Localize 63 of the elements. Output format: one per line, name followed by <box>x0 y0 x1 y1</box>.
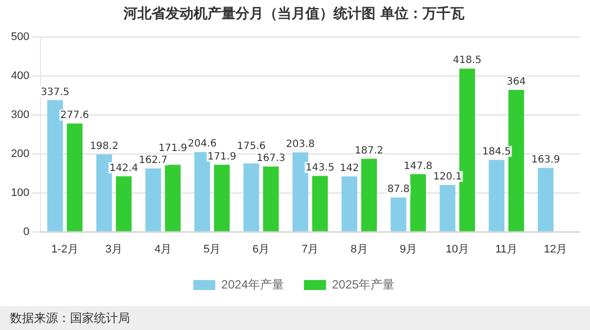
data-label: 142 <box>340 163 359 174</box>
y-tick-label: 300 <box>10 108 30 121</box>
y-tick-label: 100 <box>10 186 30 199</box>
bar <box>390 198 406 232</box>
data-label: 87.8 <box>387 184 410 196</box>
bar <box>459 68 476 232</box>
bar <box>488 160 504 232</box>
bar <box>440 184 456 232</box>
bar <box>538 168 554 232</box>
x-tick-label: 7月 <box>302 243 319 256</box>
data-label: 162.7 <box>138 154 168 166</box>
bar <box>361 158 377 232</box>
data-label: 147.8 <box>404 160 432 172</box>
data-label: 198.2 <box>90 141 118 152</box>
data-label: 187.2 <box>354 145 384 156</box>
bar <box>194 152 210 232</box>
bar <box>164 164 181 232</box>
bar <box>342 176 358 232</box>
data-label: 120.1 <box>433 172 462 183</box>
data-label: 175.6 <box>236 141 266 152</box>
bar <box>145 168 162 232</box>
data-label: 364 <box>506 76 526 88</box>
x-tick-label: 11月 <box>495 243 518 256</box>
y-tick-label: 200 <box>10 148 30 160</box>
data-label: 142.4 <box>109 162 138 174</box>
bar <box>410 174 426 232</box>
bar <box>96 154 112 232</box>
data-label: 337.5 <box>40 86 70 98</box>
legend-label: 2025年产量 <box>332 277 395 292</box>
data-label: 163.9 <box>531 154 560 166</box>
data-label: 184.5 <box>482 146 511 158</box>
x-tick-label: 1-2月 <box>51 243 78 256</box>
bar <box>508 90 524 232</box>
x-tick-label: 6月 <box>252 243 270 256</box>
y-tick-label: 400 <box>10 70 30 82</box>
chart-title: 河北省发动机产量分月（当月值）统计图 单位：万千瓦 <box>122 5 464 22</box>
data-label: 171.9 <box>208 151 236 162</box>
x-tick-label: 8月 <box>350 243 368 256</box>
data-label: 167.3 <box>256 153 286 164</box>
data-label: 204.6 <box>188 138 217 150</box>
bar <box>116 176 132 232</box>
y-tick-label: 500 <box>10 30 30 43</box>
legend-label: 2024年产量 <box>221 277 284 292</box>
x-tick-label: 12月 <box>544 243 568 256</box>
bar <box>214 164 230 232</box>
data-label: 418.5 <box>452 55 482 66</box>
data-label: 277.6 <box>60 110 90 122</box>
bar <box>47 100 63 232</box>
bar <box>312 176 328 232</box>
bar <box>263 166 279 232</box>
bar <box>292 152 308 232</box>
data-label: 171.9 <box>158 142 188 154</box>
x-tick-label: 9月 <box>400 243 417 256</box>
bar <box>243 163 260 232</box>
x-tick-label: 3月 <box>105 243 123 256</box>
x-tick-label: 5月 <box>203 243 221 256</box>
data-label: 143.5 <box>306 162 334 174</box>
y-tick-label: 0 <box>23 226 30 238</box>
x-tick-label: 10月 <box>446 243 469 256</box>
bar <box>66 124 83 232</box>
data-label: 203.8 <box>286 138 315 150</box>
x-tick-label: 4月 <box>154 243 172 256</box>
source-note: 数据来源：国家统计局 <box>10 311 130 325</box>
